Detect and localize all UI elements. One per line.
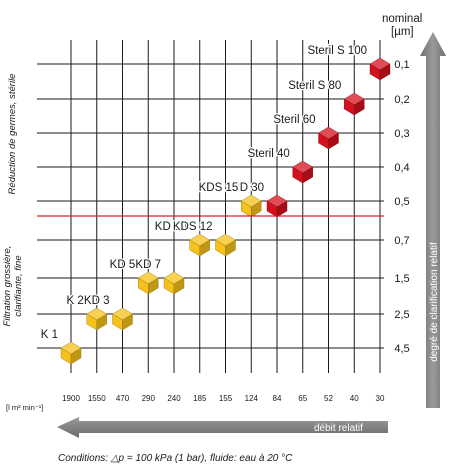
filter-label: KD 7 [135, 259, 161, 271]
filter-cube [216, 234, 236, 256]
y-tick-label: 0,4 [394, 162, 409, 174]
filter-label: K 2 [66, 295, 83, 307]
x-tick-label: 52 [324, 394, 333, 403]
filter-cube [138, 272, 158, 294]
filter-cube [61, 342, 81, 364]
x-tick-label: 124 [245, 394, 259, 403]
filter-cube [267, 195, 287, 217]
x-tick-label: 30 [376, 394, 385, 403]
coarse-group-label-line2: clarifiante, fine [13, 255, 24, 316]
x-tick-label: 290 [142, 394, 156, 403]
y-tick-label: 0,1 [394, 59, 409, 71]
filter-label: Steril 40 [248, 148, 290, 160]
filter-cube [87, 308, 107, 330]
flow-arrow: débit relatif [57, 417, 388, 438]
filter-cube [319, 127, 339, 149]
filter-cube [241, 195, 261, 217]
x-tick-label: 240 [167, 394, 181, 403]
x-axis-unit-label: [l m² min⁻¹] [6, 403, 43, 412]
x-tick-label: 40 [350, 394, 359, 403]
filter-cube [190, 234, 210, 256]
x-axis-ticks: 1900 1550 470 290 240 185 155 124 84 65 52 40 30 [62, 394, 385, 403]
y-axis-title-line1: nominal [382, 13, 422, 25]
x-tick-label: 1900 [62, 394, 80, 403]
filter-cube [293, 161, 313, 183]
flow-arrow-label: débit relatif [314, 423, 363, 434]
filter-label: KD 5 [110, 259, 136, 271]
filter-cube [370, 58, 390, 80]
filter-label: Steril S 80 [288, 80, 341, 92]
filter-label: K 1 [41, 329, 58, 341]
filter-cube [164, 272, 184, 294]
x-tick-label: 470 [116, 394, 130, 403]
y-tick-label: 0,7 [394, 235, 409, 247]
conditions-note: Conditions: △p = 100 kPa (1 bar), fluide… [58, 453, 293, 464]
filter-label: KDS 15 [199, 182, 239, 194]
filter-label: Steril 60 [273, 114, 315, 126]
y-tick-label: 2,5 [394, 309, 409, 321]
filter-label: KD 3 [84, 295, 110, 307]
filter-label: KDS 12 [173, 221, 213, 233]
y-tick-label: 0,2 [394, 94, 409, 106]
x-tick-label: 65 [298, 394, 307, 403]
x-tick-label: 185 [193, 394, 207, 403]
y-tick-label: 0,3 [394, 128, 409, 140]
filter-label: Steril S 100 [308, 45, 367, 57]
x-tick-label: 155 [219, 394, 233, 403]
y-axis-title-line2: [µm] [391, 26, 414, 38]
x-tick-label: 1550 [88, 394, 106, 403]
sterile-group-label: Réduction de germes, stérile [7, 74, 18, 195]
y-axis-ticks: 0,1 0,2 0,3 0,4 0,5 0,7 1,5 2,5 4,5 [394, 59, 409, 355]
coarse-group-label-line1: Filtration grossière, [2, 246, 13, 327]
x-tick-label: 84 [273, 394, 282, 403]
y-tick-label: 1,5 [394, 273, 409, 285]
filter-cube [113, 308, 133, 330]
filter-cube [344, 93, 364, 115]
y-tick-label: 4,5 [394, 343, 409, 355]
clarification-arrow: degré de clarification relatif [420, 32, 446, 408]
y-tick-label: 0,5 [394, 196, 409, 208]
clarification-arrow-label: degré de clarification relatif [429, 242, 440, 362]
